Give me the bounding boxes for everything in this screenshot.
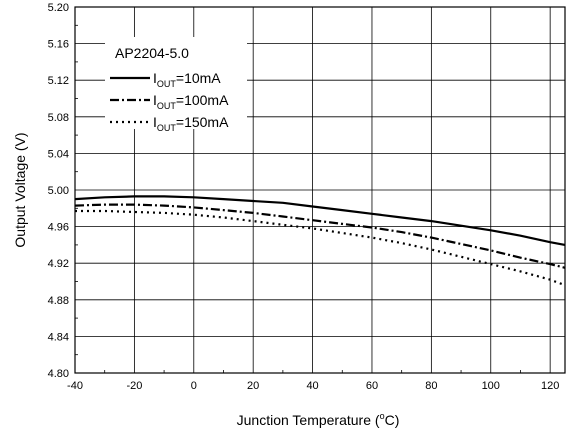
- x-tick-label: 60: [366, 380, 378, 392]
- legend-item: IOUT=10mA: [110, 70, 221, 89]
- legend-background: [105, 37, 247, 129]
- y-axis-title: Output Voltage (V): [12, 132, 28, 247]
- x-axis-title-suffix: C): [385, 412, 400, 428]
- series-line-1: [74, 203, 566, 269]
- x-tick-label: -20: [126, 380, 142, 392]
- y-tick-label: 4.92: [48, 258, 69, 270]
- ticks: -40 -20 0 20 40 60 80 100 120 4.80 4.84 4.88 4.92 4.9…: [48, 2, 560, 392]
- x-tick-label: -40: [67, 380, 83, 392]
- x-axis-title-prefix: Junction Temperature (: [237, 412, 380, 428]
- legend-label: IOUT=150mA: [153, 114, 229, 133]
- y-tick-label: 5.20: [48, 2, 69, 14]
- legend-item: IOUT=150mA: [110, 114, 229, 133]
- x-axis-title: Junction Temperature (oC): [237, 411, 400, 428]
- x-tick-label: 0: [191, 380, 197, 392]
- x-tick-label: 40: [306, 380, 318, 392]
- y-tick-label: 4.88: [48, 295, 69, 307]
- y-tick-label: 5.16: [48, 39, 69, 51]
- grid: [74, 6, 565, 374]
- y-tick-label: 4.96: [48, 222, 69, 234]
- y-tick-label: 4.84: [48, 331, 69, 343]
- x-tick-label: 80: [425, 380, 437, 392]
- series-line-2: [75, 209, 566, 287]
- series-line-0: [74, 195, 566, 246]
- y-tick-label: 5.00: [48, 185, 69, 197]
- series-layer: [74, 195, 566, 287]
- y-tick-label: 5.04: [48, 148, 69, 160]
- y-tick-label: 4.80: [48, 368, 69, 380]
- legend-items: IOUT=10mA IOUT=100mA IOUT=150mA: [110, 70, 229, 133]
- y-tick-label: 5.12: [48, 75, 69, 87]
- x-tick-label: 120: [541, 380, 559, 392]
- x-tick-label: 100: [482, 380, 500, 392]
- x-axis-title-degree: o: [380, 411, 385, 421]
- legend-title: AP2204-5.0: [115, 45, 189, 61]
- x-tick-label: 20: [247, 380, 259, 392]
- legend: AP2204-5.0 IOUT=10mA IOUT=100mA IOUT=150mA: [105, 37, 247, 133]
- legend-label: IOUT=10mA: [153, 70, 221, 89]
- y-tick-label: 5.08: [48, 112, 69, 124]
- legend-label: IOUT=100mA: [153, 92, 229, 111]
- legend-item: IOUT=100mA: [110, 92, 229, 111]
- plot-frame: [74, 6, 566, 374]
